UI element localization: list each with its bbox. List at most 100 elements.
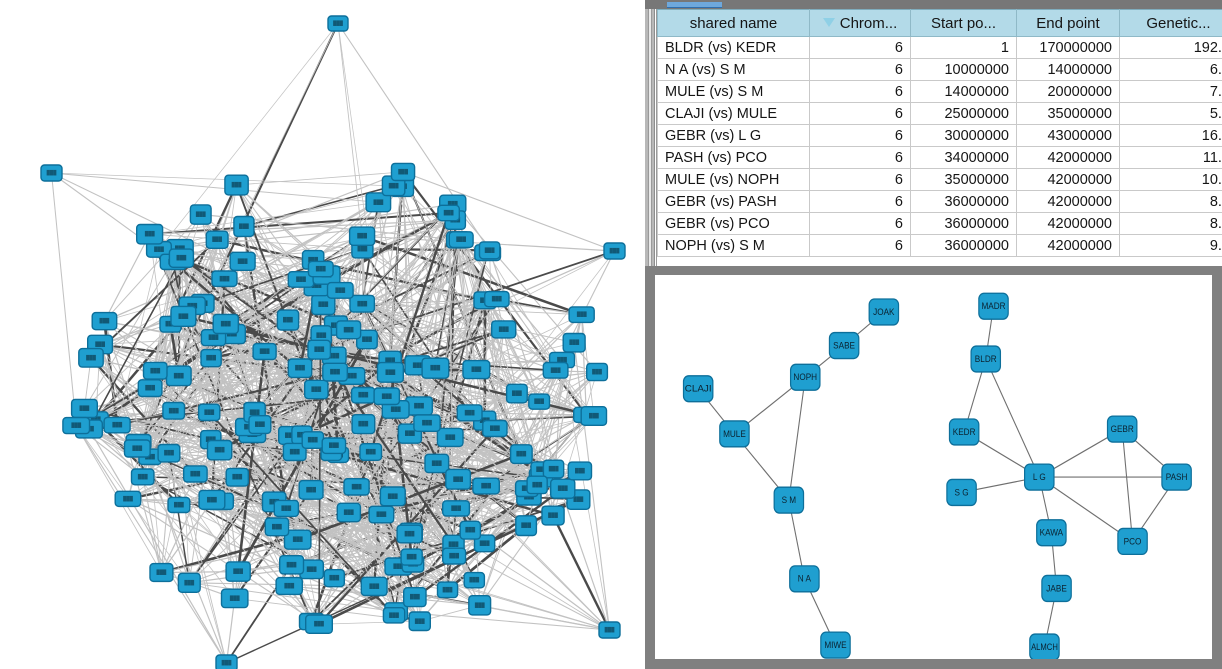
full-network-edge[interactable] xyxy=(88,428,228,664)
table-cell-shared_name[interactable]: N A (vs) S M xyxy=(657,58,810,81)
full-network-node[interactable] xyxy=(472,477,500,495)
full-network-node[interactable] xyxy=(351,414,376,435)
full-network-edge[interactable] xyxy=(168,278,225,454)
full-network-edge[interactable] xyxy=(161,570,239,574)
full-network-edge[interactable] xyxy=(289,585,415,598)
subnetwork-node[interactable]: JABE xyxy=(1041,574,1072,603)
table-cell-end_point[interactable]: 20000000 xyxy=(1016,80,1120,103)
table-cell-genetic[interactable]: 7.5 xyxy=(1119,80,1222,103)
full-network-edge[interactable] xyxy=(361,248,382,515)
full-network-edge[interactable] xyxy=(104,219,456,322)
table-cell-genetic[interactable]: 11.4 xyxy=(1119,146,1222,169)
subnetwork-node[interactable]: PCO xyxy=(1117,527,1148,556)
table-cell-genetic[interactable]: 6.6 xyxy=(1119,58,1222,81)
full-network-node[interactable] xyxy=(568,306,595,324)
full-network-edge[interactable] xyxy=(136,289,341,449)
full-network-node[interactable] xyxy=(580,406,608,427)
table-cell-shared_name[interactable]: NOPH (vs) S M xyxy=(657,234,810,257)
full-network-node[interactable] xyxy=(528,393,551,410)
full-network-edge[interactable] xyxy=(88,428,298,541)
table-cell-end_point[interactable]: 170000000 xyxy=(1016,36,1120,59)
full-network-node[interactable] xyxy=(382,607,406,624)
full-network-edge[interactable] xyxy=(173,274,327,412)
full-network-node[interactable] xyxy=(349,294,376,313)
full-network-edge[interactable] xyxy=(320,219,456,270)
full-network-node[interactable] xyxy=(436,581,459,599)
full-network-edge[interactable] xyxy=(149,201,379,235)
full-network-node[interactable] xyxy=(168,248,195,269)
subnetwork-node[interactable]: KEDR xyxy=(948,418,980,446)
full-network-node[interactable] xyxy=(468,595,492,616)
full-network-edge[interactable] xyxy=(398,566,610,631)
full-network-edge[interactable] xyxy=(90,357,287,509)
full-network-edge[interactable] xyxy=(366,252,488,340)
full-network-edge[interactable] xyxy=(200,214,324,306)
full-network-edge[interactable] xyxy=(231,285,317,335)
subnetwork-node-shape[interactable] xyxy=(1117,527,1148,556)
full-network-node[interactable] xyxy=(515,515,538,537)
table-cell-genetic[interactable]: 8.4 xyxy=(1119,212,1222,235)
full-network-edge[interactable] xyxy=(173,248,363,263)
full-network-node[interactable] xyxy=(264,517,290,537)
table-cell-start_point[interactable]: 14000000 xyxy=(910,80,1017,103)
full-network-node[interactable] xyxy=(211,270,238,288)
full-network-node[interactable] xyxy=(114,490,142,508)
full-network-edge[interactable] xyxy=(158,249,314,441)
full-network-node[interactable] xyxy=(462,359,491,380)
full-network-edge[interactable] xyxy=(264,351,416,598)
subnetwork-node[interactable]: L G xyxy=(1024,463,1055,491)
full-network-node[interactable] xyxy=(198,489,226,510)
full-network-edge[interactable] xyxy=(297,453,522,541)
subnetwork-node-shape[interactable] xyxy=(868,298,900,326)
subnetwork-node-shape[interactable] xyxy=(946,478,977,507)
full-network-edge[interactable] xyxy=(410,415,595,534)
full-network-edge[interactable] xyxy=(170,323,375,587)
full-network-node[interactable] xyxy=(368,505,395,524)
full-network-node[interactable] xyxy=(463,571,486,589)
table-cell-end_point[interactable]: 42000000 xyxy=(1016,168,1120,191)
table-cell-chromosome[interactable]: 6 xyxy=(809,36,911,59)
subnetwork-node-shape[interactable] xyxy=(789,363,821,391)
full-network-node[interactable] xyxy=(326,281,354,299)
full-network-node[interactable] xyxy=(40,164,63,182)
table-cell-chromosome[interactable]: 6 xyxy=(809,234,911,257)
full-network-edge[interactable] xyxy=(426,300,486,424)
full-network-node[interactable] xyxy=(137,379,163,398)
full-network-edge[interactable] xyxy=(254,219,456,413)
subnetwork-node[interactable]: ALMCH xyxy=(1029,633,1060,659)
subnetwork-node-shape[interactable] xyxy=(1029,633,1060,659)
subnetwork-node[interactable]: CLAJI xyxy=(682,375,714,403)
full-network-node[interactable] xyxy=(424,453,450,474)
full-network-edge[interactable] xyxy=(301,359,391,436)
subnetwork-node[interactable]: PASH xyxy=(1161,463,1192,491)
full-network-edge[interactable] xyxy=(356,415,595,488)
full-network-edge[interactable] xyxy=(484,300,540,402)
subnetwork-node-shape[interactable] xyxy=(828,331,860,360)
full-network-node[interactable] xyxy=(448,231,474,249)
full-network-node[interactable] xyxy=(225,561,251,582)
table-cell-chromosome[interactable]: 6 xyxy=(809,168,911,191)
full-network-node[interactable] xyxy=(550,478,576,499)
full-network-edge[interactable] xyxy=(393,185,477,370)
subnetwork-edge[interactable] xyxy=(1121,429,1134,542)
full-network-node[interactable] xyxy=(252,342,277,361)
edge-table-scroll-area[interactable]: shared name Chrom... Start po... End poi… xyxy=(656,9,1222,266)
subnetwork-node[interactable]: GEBR xyxy=(1106,415,1138,443)
full-network-node[interactable] xyxy=(276,309,300,331)
full-network-node[interactable] xyxy=(396,524,423,544)
table-cell-chromosome[interactable]: 6 xyxy=(809,124,911,147)
table-cell-shared_name[interactable]: BLDR (vs) KEDR xyxy=(657,36,810,59)
subnetwork-node[interactable]: SABE xyxy=(828,331,860,360)
column-header-shared-name[interactable]: shared name xyxy=(657,9,810,37)
table-cell-start_point[interactable]: 34000000 xyxy=(910,146,1017,169)
full-network-node[interactable] xyxy=(335,320,362,340)
full-network-node[interactable] xyxy=(509,444,533,465)
column-header-genetic[interactable]: Genetic... xyxy=(1119,9,1222,37)
full-network-node[interactable] xyxy=(459,520,482,540)
table-cell-genetic[interactable]: 16.9 xyxy=(1119,124,1222,147)
full-network-edge[interactable] xyxy=(457,478,610,631)
